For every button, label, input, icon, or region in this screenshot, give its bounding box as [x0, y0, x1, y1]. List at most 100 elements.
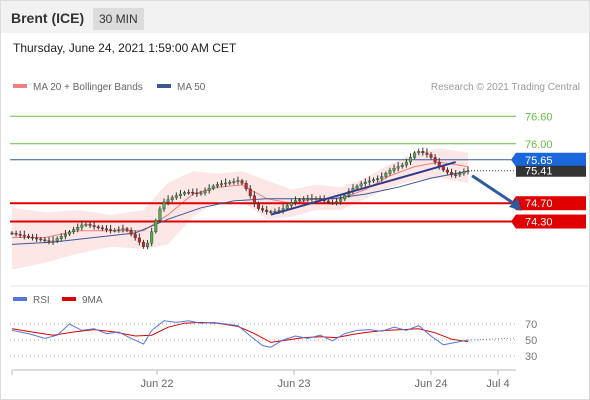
x-tick-label: Jun 22 — [140, 378, 173, 390]
legend-label: MA 50 — [177, 82, 206, 93]
x-tick-label: Jun 23 — [277, 378, 310, 390]
candle-body — [384, 173, 388, 177]
candle-body — [359, 183, 363, 187]
candle-body — [248, 188, 252, 196]
candle-body — [92, 225, 96, 227]
candle-body — [220, 183, 224, 185]
candle-body — [55, 238, 59, 242]
candle-body — [133, 233, 137, 239]
candle-body — [47, 240, 51, 242]
candle-body — [450, 172, 454, 175]
candle-body — [355, 185, 359, 189]
chart-datetime: Thursday, June 24, 2021 1:59:00 AM CET — [13, 41, 237, 55]
candle-body — [109, 229, 113, 231]
candle-body — [187, 191, 191, 194]
candle-body — [265, 209, 269, 212]
candle-body — [162, 201, 166, 210]
candle-body — [117, 229, 121, 231]
candle-body — [104, 228, 108, 230]
candle-body — [413, 152, 417, 158]
ma50-line — [11, 170, 469, 245]
trendline — [270, 161, 456, 216]
candle-body — [256, 203, 260, 209]
candle-body — [26, 235, 30, 238]
candle-body — [178, 193, 182, 196]
candle-body — [269, 211, 273, 213]
support-label: 74.30 — [525, 217, 553, 229]
candle-body — [236, 180, 240, 182]
support-tag — [516, 214, 586, 229]
candle-body — [76, 227, 80, 230]
candle-body — [43, 239, 47, 242]
rsi-projection-line — [467, 337, 517, 341]
candle-body — [330, 202, 334, 204]
candle-body — [298, 199, 302, 201]
candle-body — [88, 224, 92, 226]
instrument-title: Brent (ICE) — [11, 10, 85, 26]
support-label: 74.70 — [525, 198, 553, 210]
rsi-tick-label: 50 — [525, 335, 537, 347]
candle-body — [376, 178, 380, 180]
candle-body — [39, 238, 43, 241]
candle-body — [63, 233, 67, 237]
legend-swatch — [62, 297, 76, 301]
candle-body — [96, 226, 100, 229]
candle-body — [199, 192, 203, 195]
candle-body — [80, 224, 84, 228]
candle-body — [454, 174, 458, 176]
candle-body — [417, 151, 421, 154]
x-tick-label: Jul 4 — [486, 378, 509, 390]
candle-body — [203, 190, 207, 194]
candle-body — [425, 152, 429, 155]
candle-body — [166, 199, 170, 203]
candle-body — [240, 180, 244, 184]
candle-body — [380, 176, 384, 179]
candle-body — [84, 224, 88, 226]
candle-body — [363, 181, 367, 184]
candle-body — [306, 198, 310, 200]
candle-body — [150, 231, 154, 244]
candle-body — [35, 237, 39, 240]
candle-body — [59, 236, 63, 239]
support-tag — [516, 196, 586, 211]
candle-body — [154, 220, 158, 233]
last-price-tag — [516, 165, 586, 177]
candle-body — [285, 205, 289, 209]
timeframe-badge[interactable]: 30 MIN — [93, 8, 144, 30]
candle-body — [445, 169, 449, 173]
candle-body — [158, 208, 162, 221]
candle-body — [343, 195, 347, 200]
candle-body — [14, 233, 18, 235]
candle-body — [261, 208, 265, 211]
last-price-label: 75.41 — [525, 166, 553, 178]
candle-body — [100, 227, 104, 230]
candle-body — [141, 241, 145, 247]
resistance-label: 76.60 — [525, 111, 553, 123]
candle-body — [404, 161, 408, 166]
candle-body — [215, 184, 219, 187]
candle-body — [211, 185, 215, 189]
projection-arrowhead — [508, 197, 521, 211]
candle-body — [310, 198, 314, 200]
rsi-tick-label: 70 — [525, 319, 537, 331]
candle-body — [22, 235, 26, 237]
candle-body — [31, 236, 35, 239]
candle-body — [146, 243, 150, 247]
candle-body — [51, 240, 55, 243]
rsi-tick-label: 30 — [525, 351, 537, 363]
legend-label: MA 20 + Bollinger Bands — [33, 82, 143, 93]
candle-body — [207, 188, 211, 191]
candle-body — [458, 173, 462, 176]
rsi-line — [11, 320, 469, 348]
chart-header: Brent (ICE) 30 MIN — [1, 1, 589, 33]
candle-body — [293, 200, 297, 203]
candle-body — [228, 182, 232, 184]
legend-label: 9MA — [82, 295, 103, 306]
candle-body — [433, 157, 437, 163]
support-tag-arrow — [511, 214, 516, 229]
candle-body — [18, 234, 22, 236]
pivot-tag-arrow — [511, 152, 516, 167]
pivot-label: 75.65 — [525, 155, 553, 167]
candle-body — [125, 228, 129, 231]
candle-body — [232, 181, 236, 183]
